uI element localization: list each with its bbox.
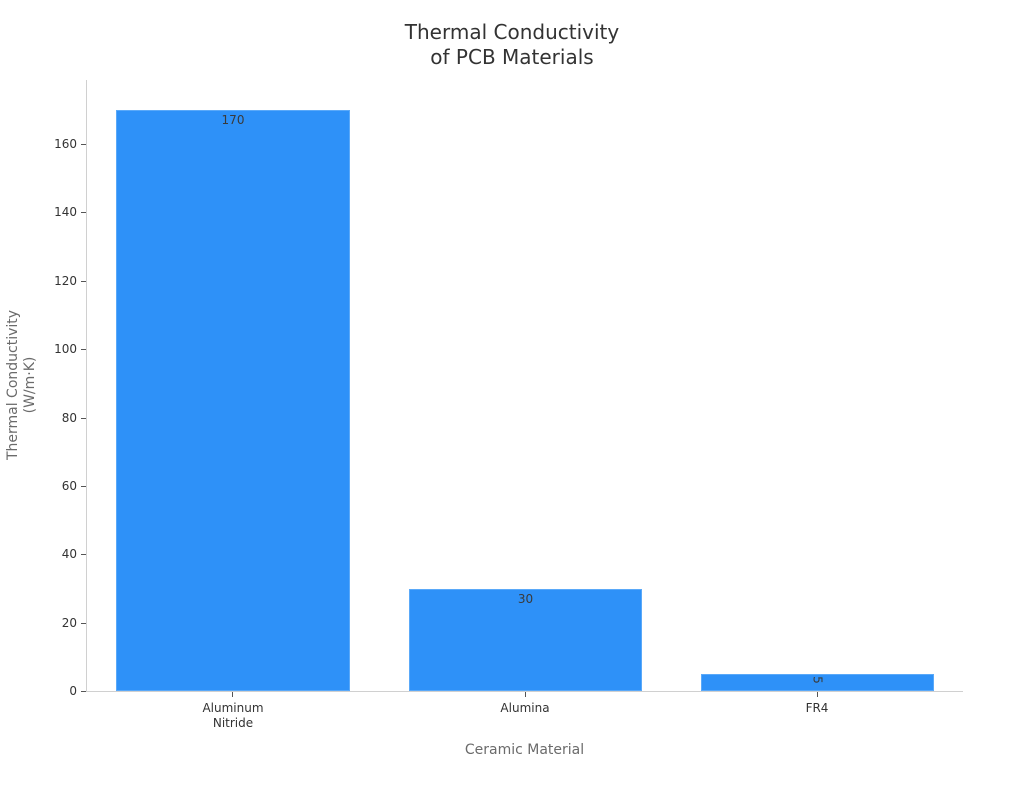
- y-tick-label: 0: [69, 684, 77, 698]
- x-tick-mark: [525, 692, 526, 697]
- y-tick-label: 40: [61, 547, 77, 561]
- x-axis-line: [86, 691, 963, 692]
- y-tick: 100: [0, 342, 86, 356]
- y-tick: 60: [0, 479, 86, 493]
- y-tick: 80: [0, 411, 86, 425]
- y-tick: 160: [0, 137, 86, 151]
- x-tick-label-line1: Aluminum: [202, 701, 264, 715]
- y-tick-mark: [81, 554, 86, 555]
- y-axis-label-line1: Thermal Conductivity: [5, 309, 21, 461]
- y-tick-mark: [81, 144, 86, 145]
- bar-value-label: 5: [810, 676, 825, 684]
- y-tick-label: 120: [54, 274, 77, 288]
- y-tick-mark: [81, 691, 86, 692]
- y-tick: 0: [0, 684, 86, 698]
- y-tick-label: 80: [61, 411, 77, 425]
- bar-value-label: 170: [221, 113, 245, 127]
- chart-title-line2: of PCB Materials: [430, 45, 594, 69]
- y-tick: 20: [0, 616, 86, 630]
- y-tick-label: 100: [54, 342, 77, 356]
- x-tick-label-fr4: FR4: [717, 701, 917, 716]
- y-tick-mark: [81, 349, 86, 350]
- x-tick-mark: [817, 692, 818, 697]
- chart-title: Thermal Conductivity of PCB Materials: [0, 20, 1024, 70]
- y-axis-label: Thermal Conductivity (W/m·K): [5, 310, 39, 460]
- y-tick-label: 140: [54, 205, 77, 219]
- y-tick: 40: [0, 547, 86, 561]
- x-tick-label-line2: Nitride: [212, 716, 254, 730]
- y-axis-label-line2: (W/m·K): [22, 356, 38, 414]
- y-tick-mark: [81, 486, 86, 487]
- y-tick-label: 60: [61, 479, 77, 493]
- x-tick-mark: [232, 692, 233, 697]
- y-tick-mark: [81, 418, 86, 419]
- x-tick-label-aluminum-nitride: Aluminum Nitride: [133, 701, 333, 731]
- y-tick-label: 160: [54, 137, 77, 151]
- y-axis-line: [86, 80, 87, 692]
- bar-alumina: 30: [409, 589, 642, 691]
- y-tick: 120: [0, 274, 86, 288]
- x-tick-label-alumina: Alumina: [425, 701, 625, 716]
- x-tick-label-line1: Alumina: [500, 701, 550, 715]
- y-tick-mark: [81, 281, 86, 282]
- y-tick: 140: [0, 205, 86, 219]
- bar-value-label: 30: [517, 592, 534, 606]
- x-axis-label: Ceramic Material: [464, 742, 585, 758]
- bar-fr4: 5: [701, 674, 934, 691]
- y-tick-mark: [81, 212, 86, 213]
- y-tick-mark: [81, 623, 86, 624]
- bar-aluminum-nitride: 170: [116, 110, 350, 691]
- y-tick-label: 20: [61, 616, 77, 630]
- chart-title-line1: Thermal Conductivity: [404, 20, 620, 44]
- x-tick-label-line1: FR4: [805, 701, 829, 715]
